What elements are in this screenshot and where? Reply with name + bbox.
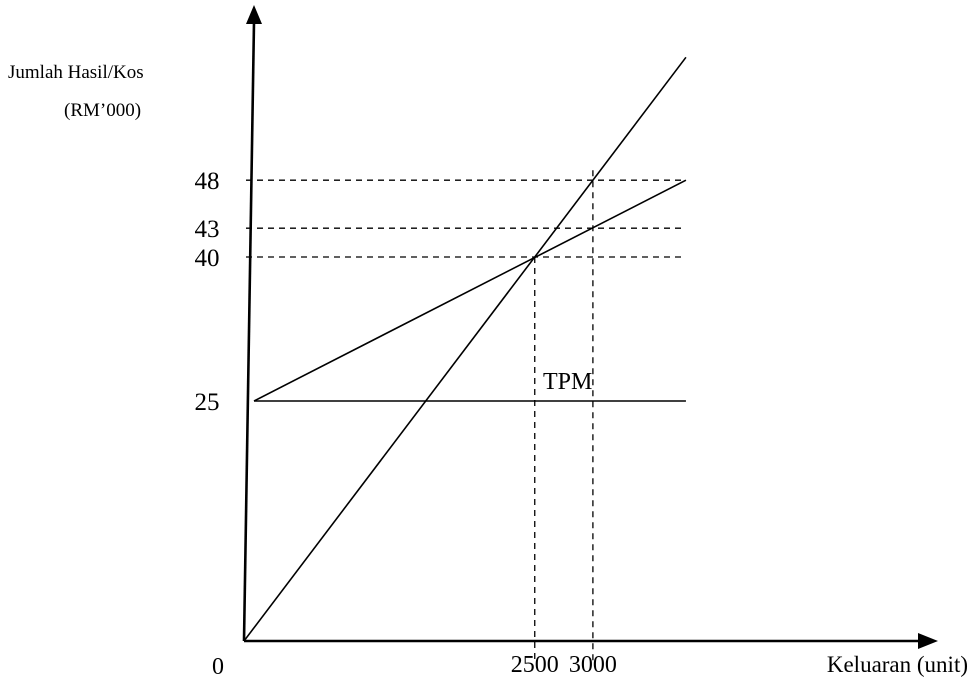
y-axis-label-line2: (RM’000) (64, 100, 141, 121)
y-tick-43: 43 (195, 216, 220, 243)
y-axis (242, 21, 256, 642)
series-lines (243, 56, 687, 642)
y-tick-25: 25 (195, 389, 220, 416)
x-axis-arrow (918, 633, 938, 649)
y-axis-arrow (246, 5, 262, 24)
reference-lines (246, 170, 686, 662)
x-axis-label: Keluaran (unit) (827, 652, 968, 677)
y-tick-48: 48 (195, 168, 220, 195)
x-tick-labels: 2500 3000 (511, 652, 617, 678)
origin-label: 0 (212, 654, 224, 680)
series-line-2 (253, 179, 687, 402)
series-line-1 (243, 56, 687, 642)
tpm-annotation: TPM (543, 369, 592, 395)
y-tick-40: 40 (195, 245, 220, 272)
y-axis-label-line1: Jumlah Hasil/Kos (8, 62, 144, 83)
